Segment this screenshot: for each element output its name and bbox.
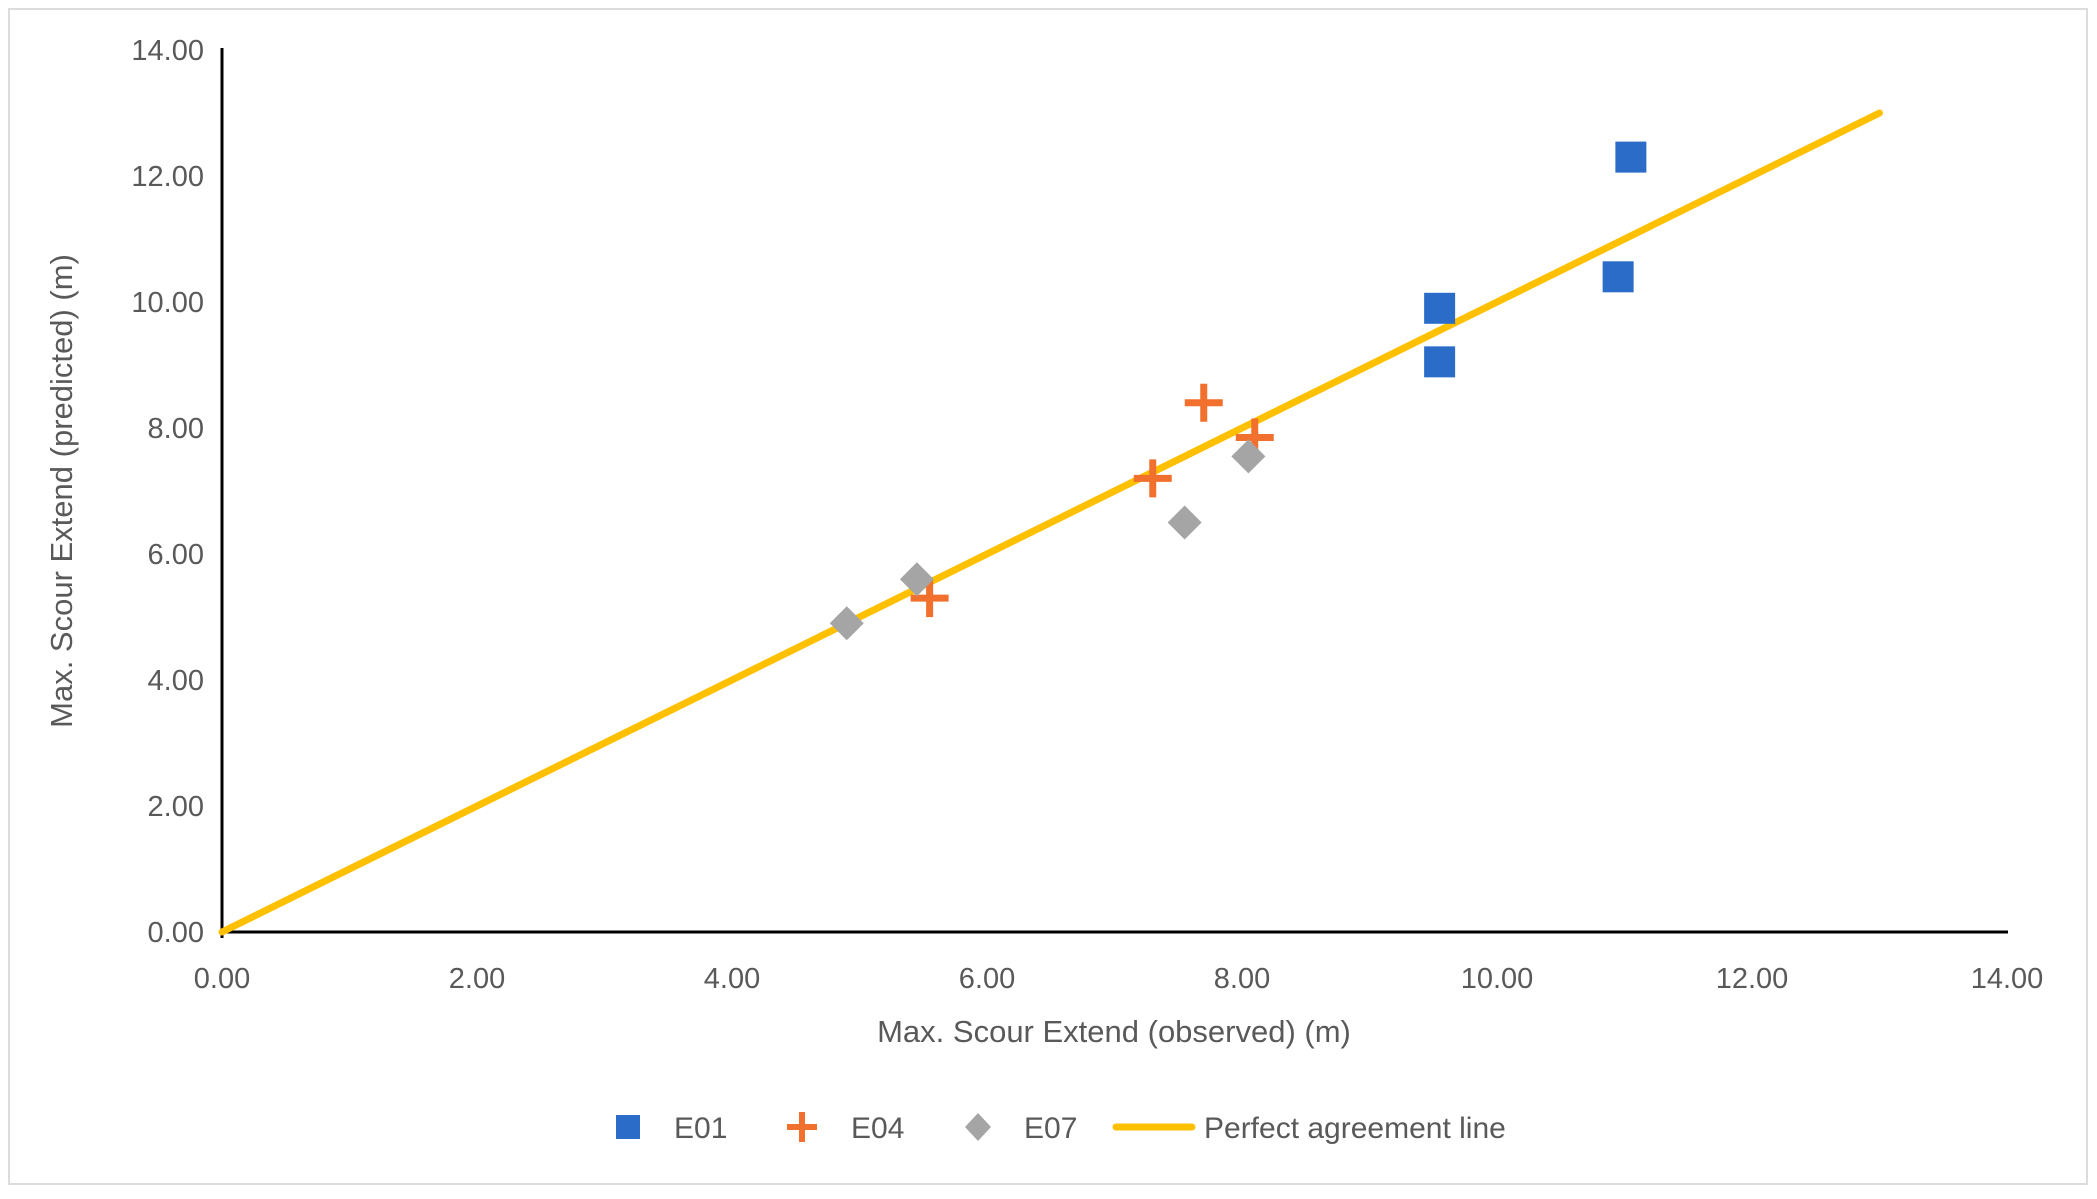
- e04-marker: [1184, 383, 1223, 422]
- x-tick-label: 8.00: [1214, 963, 1270, 995]
- y-axis-tick-labels: 0.00 2.00 4.00 6.00 8.00 10.00 12.00 14.00: [131, 35, 204, 949]
- x-tick-label: 12.00: [1716, 963, 1789, 995]
- legend-swatch-e07-diamond: [965, 1113, 991, 1141]
- e07-marker: [899, 562, 934, 597]
- series-e04: [910, 383, 1274, 618]
- x-tick-label: 4.00: [704, 963, 760, 995]
- x-axis-title: Max. Scour Extend (observed) (m): [877, 1014, 1351, 1049]
- legend: E01 E04 E07 Perfect agreement line: [616, 1112, 1506, 1145]
- x-tick-label: 0.00: [194, 963, 250, 995]
- y-tick-label: 14.00: [131, 35, 204, 67]
- e01-marker: [1615, 141, 1647, 173]
- e04-marker: [910, 579, 949, 618]
- y-tick-label: 10.00: [131, 287, 204, 319]
- y-tick-label: 2.00: [148, 791, 204, 823]
- e07-marker: [1167, 505, 1202, 540]
- y-tick-label: 4.00: [148, 665, 204, 697]
- x-tick-label: 14.00: [1971, 963, 2044, 995]
- legend-label-e01: E01: [674, 1112, 727, 1145]
- e07-marker: [1231, 439, 1266, 474]
- y-axis-title: Max. Scour Extend (predicted) (m): [44, 254, 79, 728]
- figure-border: [8, 8, 2088, 1185]
- series-e01: [1424, 141, 1647, 378]
- e01-marker: [1602, 261, 1634, 293]
- perfect-agreement-line: [218, 109, 1883, 936]
- legend-swatch-e04-plus: [787, 1112, 817, 1142]
- legend-label-agreement-line: Perfect agreement line: [1204, 1112, 1506, 1145]
- y-tick-label: 6.00: [148, 539, 204, 571]
- series-e07: [829, 439, 1266, 641]
- data-points: [829, 141, 1647, 641]
- x-axis-tick-labels: 0.00 2.00 4.00 6.00 8.00 10.00 12.00 14.00: [194, 963, 2044, 995]
- e04-marker: [1133, 459, 1172, 498]
- e01-marker: [1424, 346, 1456, 378]
- e01-marker: [1424, 292, 1456, 324]
- e07-marker: [829, 606, 864, 641]
- legend-label-e07: E07: [1024, 1112, 1077, 1145]
- y-tick-label: 8.00: [148, 413, 204, 445]
- y-tick-label: 0.00: [148, 917, 204, 949]
- y-tick-label: 12.00: [131, 161, 204, 193]
- legend-label-e04: E04: [851, 1112, 904, 1145]
- legend-swatch-e01-square: [616, 1115, 640, 1139]
- x-tick-label: 10.00: [1461, 963, 1534, 995]
- x-tick-label: 2.00: [449, 963, 505, 995]
- x-tick-label: 6.00: [959, 963, 1015, 995]
